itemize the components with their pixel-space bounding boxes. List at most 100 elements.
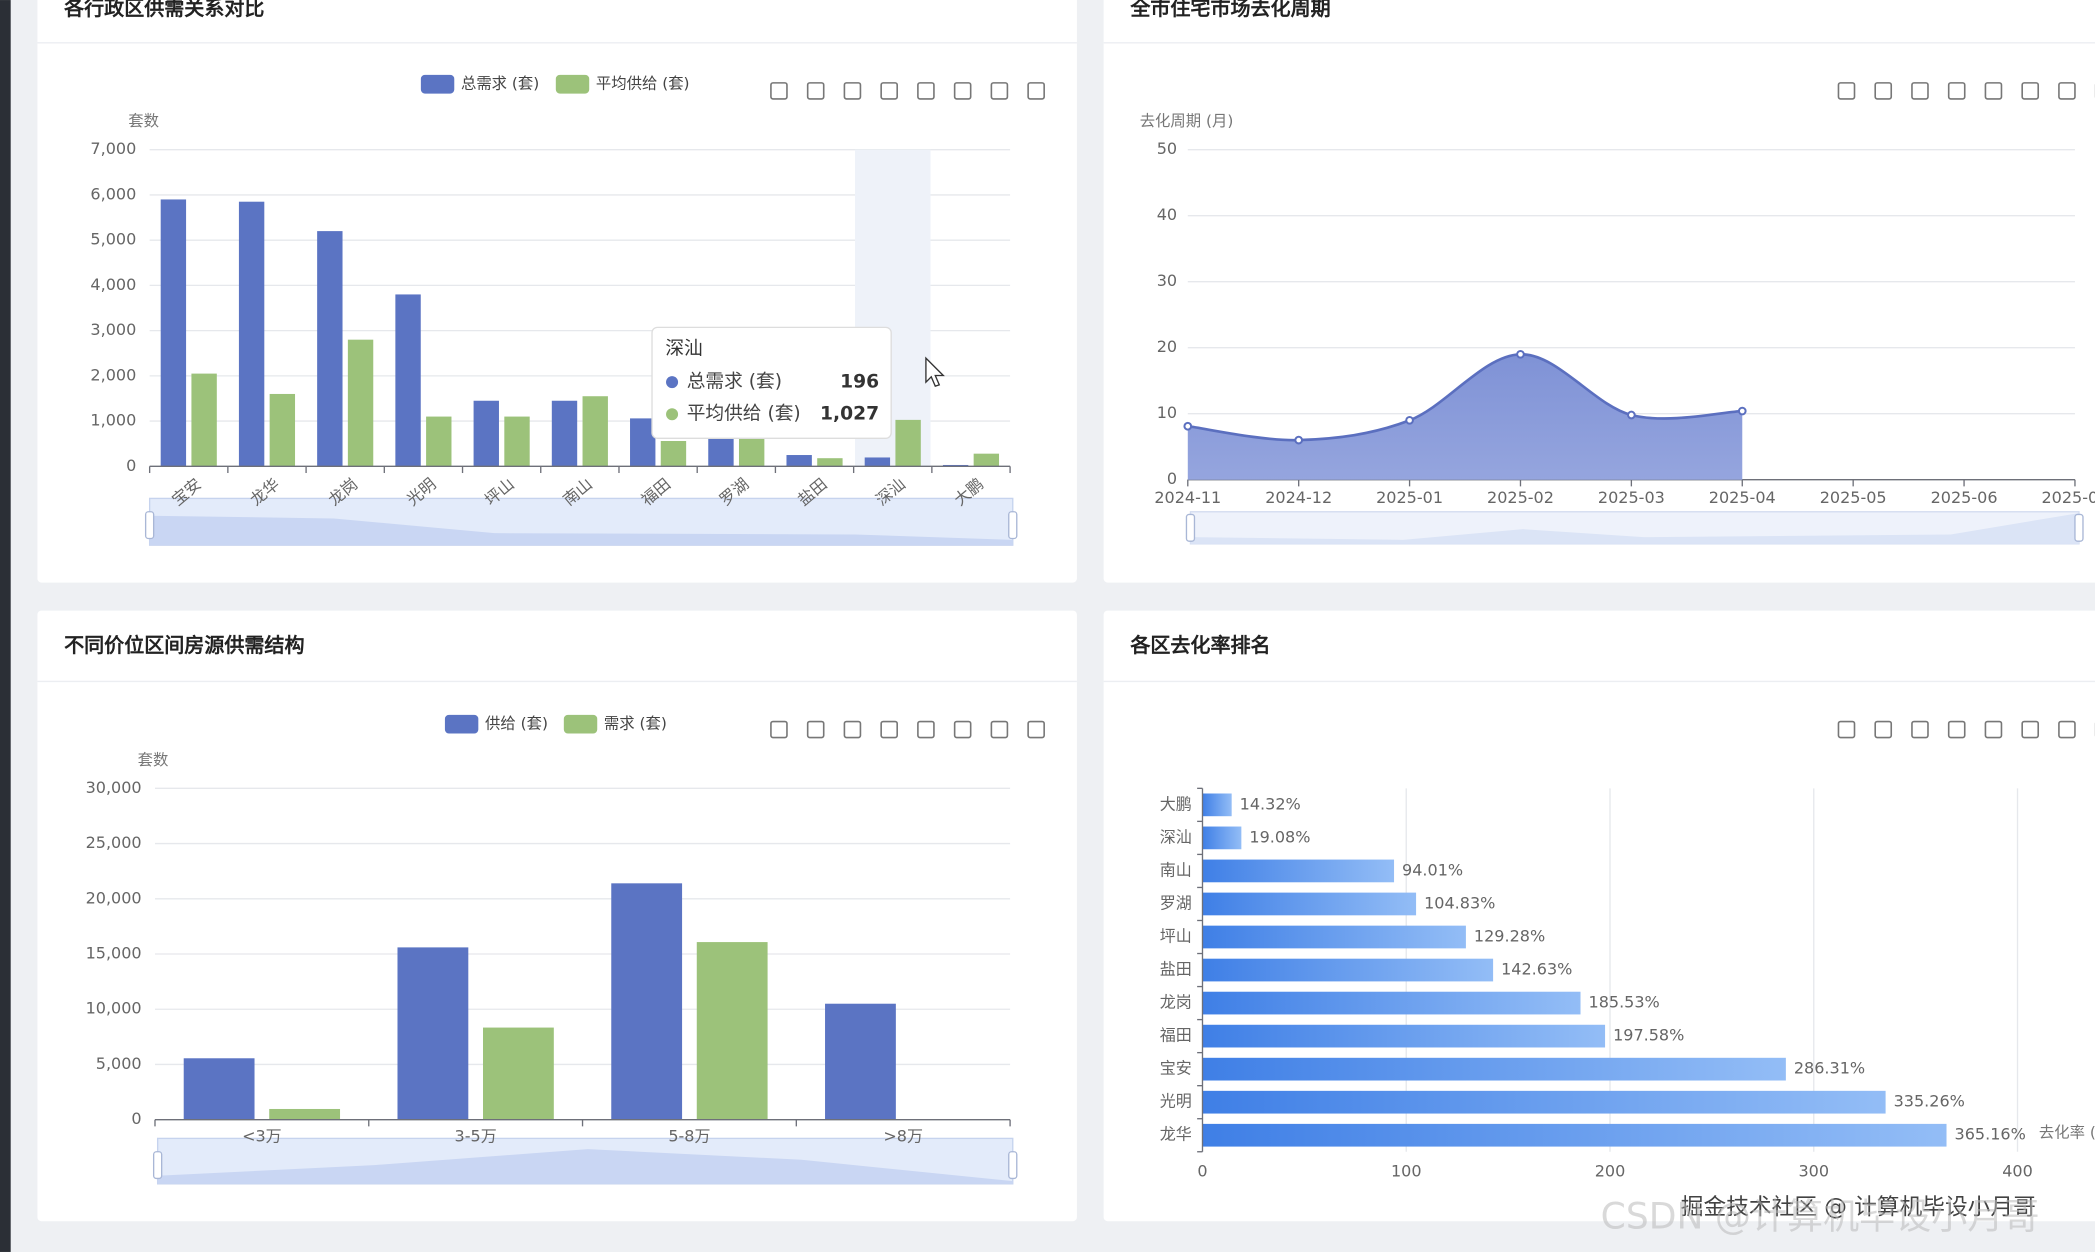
y-tick-label: 宝安 <box>1160 1059 1192 1078</box>
value-label: 365.16% <box>1955 1125 2026 1144</box>
toolbox-icon[interactable] <box>1984 720 2003 739</box>
toolbox-icon[interactable] <box>843 720 862 739</box>
toolbox-icon[interactable] <box>1947 82 1966 100</box>
toolbox-icon[interactable] <box>1984 82 2003 100</box>
toolbox-icon[interactable] <box>1874 82 1893 100</box>
x-tick-label: 0 <box>1197 1161 1207 1180</box>
y-tick-label: 罗湖 <box>1160 893 1192 912</box>
x-tick-label: <3万 <box>242 1127 282 1146</box>
zoom-shadow <box>157 1149 1013 1184</box>
y-tick-label: 30,000 <box>86 778 142 797</box>
toolbox-icon[interactable] <box>2058 720 2076 739</box>
toolbox-icon[interactable] <box>806 720 825 739</box>
point <box>1405 415 1414 425</box>
toolbox-icon[interactable] <box>2021 82 2040 100</box>
side-strip <box>0 0 11 1252</box>
bar <box>269 393 296 467</box>
y-tick-label: 0 <box>131 1109 141 1128</box>
bar <box>1202 892 1417 916</box>
toolbox-icon[interactable] <box>990 720 1009 739</box>
axis-name: 套数 <box>138 751 169 769</box>
tooltip-value: 196 <box>840 372 879 393</box>
panels <box>37 0 2095 1222</box>
legend-label[interactable]: 供给 (套) <box>485 715 548 733</box>
y-tick-label: 5,000 <box>96 1054 142 1073</box>
bar <box>395 294 421 467</box>
y-tick-label: 1,000 <box>90 411 136 430</box>
y-tick-label: 4,000 <box>90 275 136 294</box>
legend-label[interactable]: 平均供给 (套) <box>596 75 690 93</box>
legend-swatch[interactable] <box>563 714 598 734</box>
x-tick-label: 2024-11 <box>1154 488 1221 507</box>
toolbox-icon[interactable] <box>917 720 935 739</box>
toolbox-icon[interactable] <box>1027 82 1045 100</box>
x-tick-label: 200 <box>1595 1161 1626 1180</box>
bar <box>895 419 921 467</box>
legend-label[interactable]: 需求 (套) <box>604 715 667 733</box>
toolbox-icon[interactable] <box>917 82 935 100</box>
legend-label[interactable]: 总需求 (套) <box>461 75 539 93</box>
zoom-handle[interactable] <box>1008 1151 1018 1180</box>
y-tick-label: 30 <box>1157 271 1177 290</box>
zoom-shadow <box>149 515 1013 546</box>
bar <box>238 201 265 467</box>
bar <box>1202 1123 1947 1147</box>
toolbox-icon[interactable] <box>806 82 825 100</box>
value-label: 335.26% <box>1894 1092 1965 1111</box>
bar <box>1202 925 1466 949</box>
toolbox-icon[interactable] <box>1911 720 1929 739</box>
legend-swatch[interactable] <box>555 74 590 94</box>
zoom-handle[interactable] <box>152 1151 163 1180</box>
toolbox-icon[interactable] <box>1837 720 1856 739</box>
toolbox-icon[interactable] <box>1837 82 1856 100</box>
toolbox-icon[interactable] <box>2021 720 2040 739</box>
line <box>1187 352 1743 442</box>
toolbox-icon[interactable] <box>953 720 972 739</box>
bar <box>160 199 187 467</box>
bar <box>1202 793 1232 817</box>
y-tick-label: 5,000 <box>90 230 136 249</box>
zoom-handle[interactable] <box>1008 511 1018 540</box>
legend-swatch[interactable] <box>420 74 455 94</box>
toolbox-icon[interactable] <box>880 720 898 739</box>
tooltip-dot <box>666 376 679 389</box>
zoom-handle[interactable] <box>2074 513 2084 542</box>
toolbox-icon[interactable] <box>953 82 972 100</box>
value-label: 104.83% <box>1424 893 1495 912</box>
point <box>1294 435 1304 445</box>
x-tick-label: 2025-02 <box>1487 488 1554 507</box>
value-label: 142.63% <box>1501 960 1572 979</box>
toolbox-icon[interactable] <box>880 82 898 100</box>
toolbox-icon[interactable] <box>990 82 1009 100</box>
y-tick-label: 坪山 <box>1160 927 1192 946</box>
panel-title: 不同价位区间房源供需结构 <box>64 633 304 657</box>
toolbox-icon[interactable] <box>1947 720 1966 739</box>
zoom-shadow <box>1190 513 2079 544</box>
value-label: 94.01% <box>1402 860 1463 879</box>
y-tick-label: 15,000 <box>86 944 142 963</box>
watermark: 掘金技术社区 @ 计算机毕设小月哥 <box>1681 1194 2036 1220</box>
x-tick-label: 400 <box>2002 1161 2033 1180</box>
bar <box>817 458 843 467</box>
y-tick-label: 龙华 <box>1160 1125 1192 1144</box>
toolbox-icon[interactable] <box>843 82 862 100</box>
legend-swatch[interactable] <box>444 714 479 734</box>
y-tick-label: 6,000 <box>90 184 136 203</box>
toolbox-icon[interactable] <box>1874 720 1893 739</box>
bar <box>1202 958 1494 982</box>
toolbox-icon[interactable] <box>1027 720 1045 739</box>
toolbox-icon[interactable] <box>770 720 788 739</box>
zoom-handle[interactable] <box>144 511 155 540</box>
tooltip-title: 深汕 <box>665 338 702 359</box>
toolbox-icon[interactable] <box>770 82 788 100</box>
data-zoom[interactable] <box>144 497 2084 1185</box>
panel-title: 各区去化率排名 <box>1129 633 1270 657</box>
y-tick-label: 25,000 <box>86 833 142 852</box>
value-label: 185.53% <box>1589 993 1660 1012</box>
bar <box>347 339 374 467</box>
y-tick-label: 南山 <box>1160 860 1192 879</box>
zoom-handle[interactable] <box>1185 513 1196 542</box>
toolbox-icon[interactable] <box>1911 82 1929 100</box>
toolbox-icon[interactable] <box>2058 82 2076 100</box>
